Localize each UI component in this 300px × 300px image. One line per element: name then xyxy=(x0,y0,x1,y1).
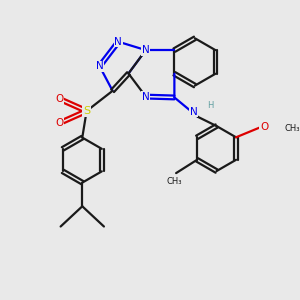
Text: CH₃: CH₃ xyxy=(284,124,300,134)
Text: CH₃: CH₃ xyxy=(167,177,182,186)
Text: H: H xyxy=(208,101,214,110)
Text: O: O xyxy=(55,118,63,128)
Text: N: N xyxy=(142,92,150,102)
Text: S: S xyxy=(83,106,90,116)
Text: N: N xyxy=(96,61,104,71)
Text: O: O xyxy=(55,94,63,104)
Text: N: N xyxy=(142,45,150,55)
Text: N: N xyxy=(190,106,197,117)
Text: N: N xyxy=(115,37,122,47)
Text: O: O xyxy=(260,122,268,133)
